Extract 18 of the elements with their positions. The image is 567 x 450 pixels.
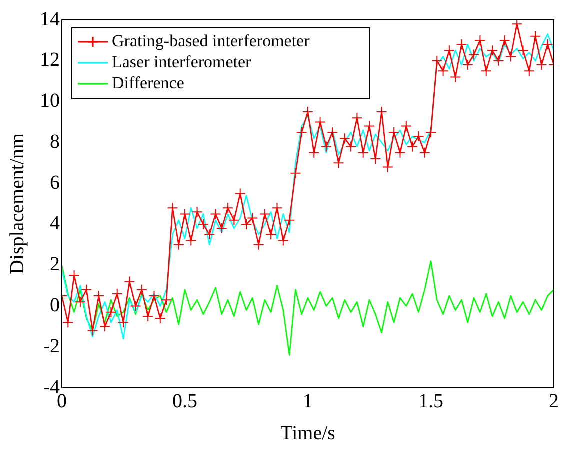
y-tick-label: 12 — [40, 49, 60, 72]
y-tick-label: 4 — [50, 212, 60, 235]
legend-label: Difference — [112, 73, 184, 92]
y-tick-label: -2 — [43, 335, 60, 358]
x-tick-label: 0.5 — [172, 390, 198, 412]
y-axis-title: Displacement/nm — [6, 133, 28, 275]
y-tick-label: 8 — [50, 130, 60, 153]
y-tick-label: 0 — [50, 294, 60, 316]
y-tick-label: 10 — [40, 90, 60, 112]
y-tick-label: 2 — [50, 254, 60, 276]
y-tick-label: 6 — [50, 172, 60, 194]
x-tick-label: 2 — [549, 390, 559, 412]
legend-label: Grating-based interferometer — [112, 31, 310, 50]
x-tick-label: 1 — [303, 390, 313, 412]
x-tick-label: 1.5 — [418, 390, 444, 412]
legend-label: Laser interferometer — [112, 52, 252, 72]
y-tick-label: 14 — [40, 8, 60, 30]
x-axis-title: Time/s — [280, 422, 336, 444]
